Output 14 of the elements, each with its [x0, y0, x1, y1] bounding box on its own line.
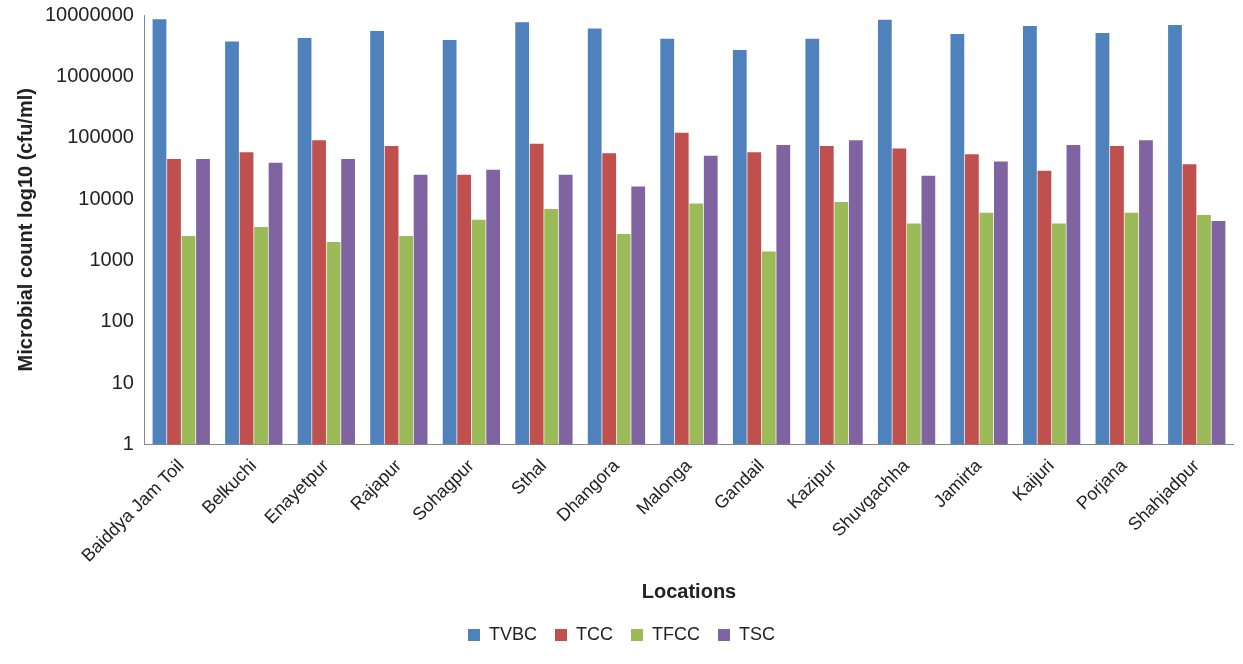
y-tick-label: 10 [111, 370, 134, 393]
y-axis-title: Microbial count log10 (cfu/ml) [13, 88, 36, 372]
y-tick-label: 10000000 [45, 2, 134, 25]
y-tick-label: 10000 [78, 186, 134, 209]
y-tick-label: 100000 [67, 125, 134, 148]
y-tick-label: 1000 [89, 247, 134, 270]
x-axis-title: Locations [641, 579, 737, 602]
y-tick-label: 100 [100, 309, 134, 332]
y-tick-label: 1000000 [56, 63, 134, 86]
legend-label: TFCC [652, 623, 701, 644]
legend-label: TCC [576, 623, 614, 644]
legend-label: TVBC [489, 623, 538, 644]
y-tick-label: 1 [122, 432, 134, 455]
legend-label: TSC [738, 623, 775, 644]
